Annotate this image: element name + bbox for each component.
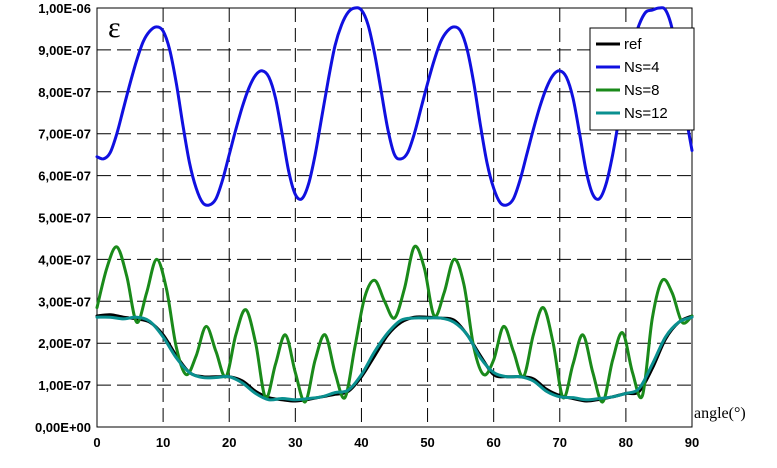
y-tick-label: 5,00E-07 <box>38 211 91 226</box>
x-tick-label: 70 <box>553 435 567 450</box>
x-axis-label: angle(°) <box>694 405 746 422</box>
y-tick-label: 4,00E-07 <box>38 252 91 267</box>
series-line-ns-4 <box>95 6 694 207</box>
y-tick-label: 7,00E-07 <box>38 127 91 142</box>
legend-label: ref <box>624 36 642 53</box>
x-tick-label: 30 <box>288 435 302 450</box>
series-line-ns-8 <box>95 244 694 404</box>
series-line-ns-12 <box>95 315 694 402</box>
legend: ref Ns=4 Ns=8 Ns=12 <box>589 27 695 131</box>
x-tick-label: 60 <box>486 435 500 450</box>
y-tick-label: 3,00E-07 <box>38 294 91 309</box>
x-tick-label: 50 <box>420 435 434 450</box>
x-tick-labels: 0 10 20 30 40 50 60 70 80 90 <box>93 435 699 450</box>
y-tick-label: 9,00E-07 <box>38 43 91 58</box>
y-tick-labels: 0,00E+00 1,00E-07 2,00E-07 3,00E-07 4,00E-07… <box>35 1 91 435</box>
x-tick-label: 90 <box>685 435 699 450</box>
y-tick-label: 1,00E-07 <box>38 378 91 393</box>
y-tick-label: 2,00E-07 <box>38 336 91 351</box>
y-tick-label: 6,00E-07 <box>38 169 91 184</box>
y-tick-label: 8,00E-07 <box>38 85 91 100</box>
x-tick-label: 0 <box>93 435 100 450</box>
y-tick-label: 0,00E+00 <box>35 420 91 435</box>
x-tick-label: 20 <box>222 435 236 450</box>
legend-label: Ns=12 <box>624 105 668 122</box>
series-lines <box>95 6 694 404</box>
legend-label: Ns=4 <box>624 59 659 76</box>
epsilon-symbol: ε <box>108 11 121 44</box>
y-tick-label: 1,00E-06 <box>38 1 91 16</box>
x-tick-label: 80 <box>619 435 633 450</box>
x-tick-label: 40 <box>354 435 368 450</box>
legend-label: Ns=8 <box>624 82 659 99</box>
x-tick-label: 10 <box>156 435 170 450</box>
